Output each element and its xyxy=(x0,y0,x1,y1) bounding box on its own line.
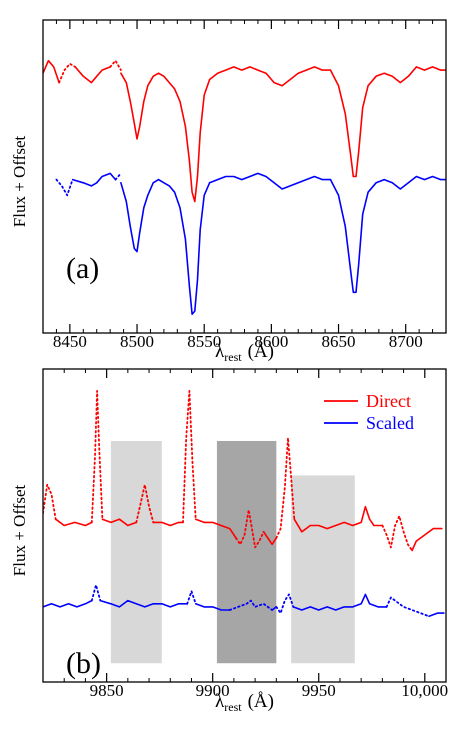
x-axis-label-b: λrest (Å) xyxy=(215,691,274,714)
x-axis-label-a-main: λ xyxy=(215,341,225,362)
series-line-direct-segment xyxy=(152,521,184,527)
x-tick-label: 8500 xyxy=(120,332,154,351)
x-axis-label-a-sub: rest xyxy=(224,350,242,364)
x-tick-label: 10,000 xyxy=(401,681,448,700)
x-tick-label: 9900 xyxy=(196,681,230,700)
series-line-direct-segment xyxy=(293,505,384,533)
panel-label-b: (b) xyxy=(66,647,101,680)
series-line-red-segment xyxy=(58,62,77,84)
x-tick-label: 8550 xyxy=(187,332,221,351)
series-line-red-segment xyxy=(74,66,111,84)
shaded-region xyxy=(216,440,277,664)
legend-label-scaled: Scaled xyxy=(366,413,414,433)
series-line-scaled-segment xyxy=(99,599,188,608)
series-line-red-segment xyxy=(43,59,60,84)
series-line-blue-segment xyxy=(114,172,122,181)
x-axis-label-a: λrest (Å) xyxy=(215,341,274,364)
series-line-scaled-segment xyxy=(194,602,231,611)
series-line-scaled-segment xyxy=(90,584,102,602)
plot-frame-b xyxy=(42,368,447,683)
series-line-scaled-segment xyxy=(186,590,197,605)
series-line-scaled-segment xyxy=(275,593,295,614)
series-line-scaled-segment xyxy=(228,599,274,611)
series-line-blue-segment xyxy=(71,172,117,187)
series-line-direct-segment xyxy=(411,527,443,552)
x-tick-label: 8450 xyxy=(53,332,87,351)
x-axis-label-a-unit: (Å) xyxy=(248,341,274,362)
series-line-blue-segment xyxy=(55,178,74,197)
x-ticks-b: 9850 9900 9950 10,000 xyxy=(42,369,448,700)
series-line-direct-segment xyxy=(182,389,197,524)
series-line-direct-segment xyxy=(101,518,138,527)
series-line-red-segment xyxy=(120,66,446,203)
series-line-direct-segment xyxy=(90,389,104,524)
x-axis-label-b-main: λ xyxy=(215,691,225,712)
x-tick-label: 8700 xyxy=(389,332,423,351)
x-tick-label: 8600 xyxy=(254,332,288,351)
series-line-scaled-segment xyxy=(43,599,93,608)
series-line-direct-segment xyxy=(275,436,296,539)
series-line-direct-segment xyxy=(194,518,237,539)
x-tick-label: 9950 xyxy=(302,681,336,700)
x-tick-label: 8650 xyxy=(322,332,356,351)
chart-panel-a: 8450 8500 8550 8600 8650 8700 (a) Flux + Offs… xyxy=(10,19,447,364)
series-line-scaled-segment xyxy=(292,593,388,611)
series-line-direct-segment xyxy=(235,508,265,549)
x-axis-label-b-unit: (Å) xyxy=(248,691,274,712)
series-line-blue-segment xyxy=(120,172,446,316)
series-line-direct-segment xyxy=(135,483,155,524)
x-axis-label-b-sub: rest xyxy=(224,700,242,714)
series-line-direct-segment xyxy=(54,518,93,527)
shaded-region xyxy=(291,475,355,664)
series-line-direct-segment xyxy=(381,515,414,552)
plot-content-a xyxy=(43,59,446,316)
series-line-direct-segment xyxy=(43,483,57,521)
series-line-scaled-segment xyxy=(428,612,445,618)
panel-label-a: (a) xyxy=(66,252,99,285)
x-ticks-a: 8450 8500 8550 8600 8650 8700 xyxy=(42,20,447,351)
y-axis-label-a: Flux + Offset xyxy=(10,136,29,228)
series-line-direct-segment xyxy=(262,530,278,546)
plot-content-b xyxy=(43,389,445,664)
shaded-region xyxy=(110,440,162,664)
legend-label-direct: Direct xyxy=(366,391,411,411)
series-line-red-segment xyxy=(109,59,122,71)
y-axis-label-b: Flux + Offset xyxy=(10,485,29,577)
x-tick-label: 9850 xyxy=(90,681,124,700)
series-line-scaled-segment xyxy=(385,596,430,618)
